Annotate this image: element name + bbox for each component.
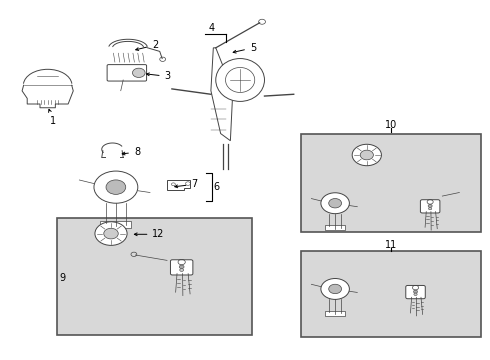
Bar: [57, 217, 252, 336]
Bar: [325, 311, 345, 316]
Circle shape: [259, 19, 266, 24]
Text: 4: 4: [209, 23, 215, 33]
Circle shape: [94, 171, 138, 203]
Text: 9: 9: [59, 273, 65, 283]
Bar: [325, 225, 345, 230]
Text: 10: 10: [385, 120, 397, 130]
Bar: [301, 251, 481, 337]
Circle shape: [360, 150, 373, 160]
Bar: [100, 221, 131, 228]
Circle shape: [95, 222, 127, 246]
Circle shape: [321, 279, 349, 300]
Circle shape: [429, 207, 432, 210]
Text: 5: 5: [233, 43, 256, 53]
Circle shape: [428, 204, 432, 207]
Circle shape: [180, 269, 184, 271]
Text: 8: 8: [122, 147, 140, 157]
Circle shape: [321, 193, 349, 214]
Circle shape: [352, 144, 381, 166]
Text: 11: 11: [385, 240, 397, 250]
FancyBboxPatch shape: [107, 64, 147, 81]
Text: 1: 1: [49, 109, 56, 126]
Ellipse shape: [216, 59, 265, 102]
Circle shape: [329, 198, 342, 208]
Circle shape: [132, 68, 145, 77]
Polygon shape: [211, 48, 233, 141]
FancyBboxPatch shape: [406, 285, 425, 299]
Text: 3: 3: [147, 71, 171, 81]
Text: 2: 2: [136, 40, 159, 50]
Text: 12: 12: [134, 229, 165, 239]
Circle shape: [179, 265, 184, 269]
FancyBboxPatch shape: [420, 200, 440, 213]
Text: 6: 6: [213, 182, 220, 192]
Text: 7: 7: [175, 179, 197, 189]
Circle shape: [329, 284, 342, 294]
Circle shape: [414, 290, 417, 293]
Circle shape: [414, 293, 417, 296]
Circle shape: [104, 228, 118, 239]
Circle shape: [106, 180, 126, 194]
Polygon shape: [167, 180, 190, 190]
FancyBboxPatch shape: [171, 260, 193, 275]
Bar: [301, 134, 481, 232]
